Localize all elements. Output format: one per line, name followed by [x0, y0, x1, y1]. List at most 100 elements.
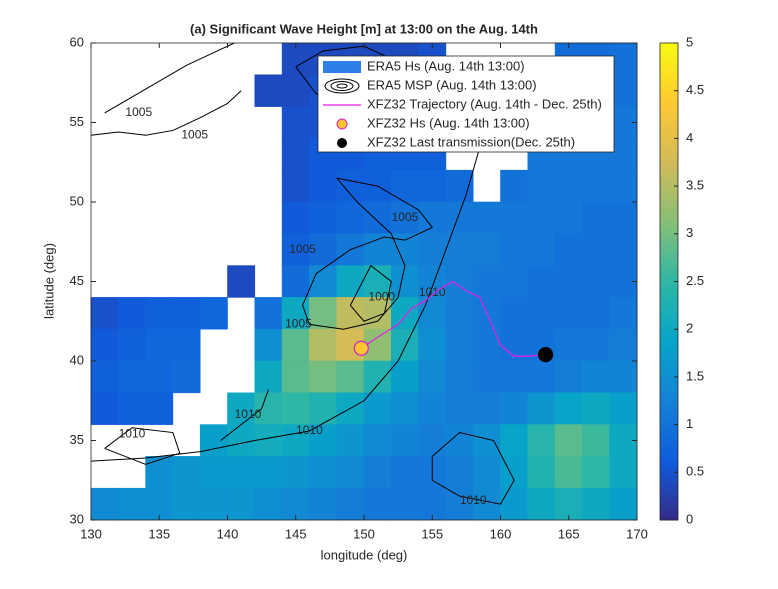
- colorbar-tick-label: 0: [686, 511, 693, 526]
- heatmap-cell: [309, 392, 337, 425]
- contour-line: [90, 90, 242, 136]
- colorbar-swatch: [660, 114, 678, 120]
- colorbar-swatch: [660, 182, 678, 187]
- colorbar-swatch: [660, 150, 678, 155]
- heatmap-cell: [527, 233, 556, 266]
- contour-line: [431, 432, 515, 505]
- heatmap-cell: [281, 424, 310, 457]
- contour-label: 1000: [368, 290, 395, 304]
- heatmap-cell: [582, 360, 611, 394]
- heatmap-cell: [554, 456, 583, 489]
- colorbar-swatch: [660, 130, 678, 135]
- colorbar-swatch: [660, 484, 678, 489]
- heatmap-cell: [445, 328, 474, 362]
- heatmap-cell: [418, 424, 447, 457]
- colorbar-swatch: [660, 392, 678, 398]
- colorbar-swatch: [660, 341, 678, 346]
- colorbar-swatch: [660, 241, 678, 247]
- heatmap-cell: [527, 360, 556, 394]
- y-tick-label: 55: [70, 114, 84, 129]
- colorbar-swatch: [660, 508, 678, 513]
- heatmap-cell: [500, 360, 529, 394]
- heatmap-cell: [309, 169, 337, 203]
- heatmap-cell: [336, 297, 365, 330]
- heatmap-cell: [418, 233, 447, 266]
- heatmap-cell: [390, 424, 419, 457]
- heatmap-cell: [363, 233, 392, 266]
- heatmap-cell: [281, 297, 310, 330]
- colorbar-swatch: [660, 58, 678, 64]
- heatmap-cell: [554, 360, 583, 394]
- colorbar-swatch: [660, 364, 678, 370]
- heatmap-cell: [472, 360, 501, 394]
- heatmap-cell: [582, 233, 611, 266]
- colorbar-swatch: [660, 142, 678, 147]
- heatmap-cell: [582, 328, 611, 362]
- y-tick-label: 40: [70, 352, 84, 367]
- colorbar-swatch: [660, 265, 678, 271]
- y-tick-label: 60: [70, 34, 84, 49]
- colorbar-swatch: [660, 94, 678, 100]
- heatmap-cell: [309, 360, 337, 394]
- colorbar-swatch: [660, 476, 678, 481]
- heatmap-cell: [254, 328, 283, 362]
- colorbar-swatch: [660, 70, 678, 76]
- heatmap-cell: [582, 424, 611, 457]
- heatmap-cell: [582, 297, 611, 330]
- heatmap-cell: [336, 201, 365, 235]
- colorbar-swatch: [660, 43, 678, 48]
- colorbar-swatch: [660, 126, 678, 131]
- colorbar-swatch: [660, 329, 678, 334]
- colorbar-swatch: [660, 277, 678, 282]
- contour-line: [220, 389, 269, 441]
- contour-line: [349, 264, 392, 322]
- colorbar-swatch: [660, 110, 678, 116]
- heatmap-cell: [390, 360, 419, 394]
- contour-line: [104, 42, 235, 114]
- heatmap-cell: [363, 201, 392, 235]
- heatmap-cell: [554, 233, 583, 266]
- heatmap-cell: [445, 392, 474, 425]
- colorbar-swatch: [660, 448, 678, 453]
- heatmap-cell: [472, 424, 501, 457]
- heatmap-cell: [500, 169, 529, 203]
- colorbar-swatch: [660, 472, 678, 477]
- heatmap-cell: [145, 392, 174, 425]
- heatmap-cell: [500, 487, 529, 521]
- colorbar-swatch: [660, 205, 678, 211]
- heatmap-cell: [118, 328, 146, 362]
- colorbar-swatch: [660, 190, 678, 195]
- heatmap-cell: [90, 360, 119, 394]
- colorbar-swatch: [660, 221, 678, 227]
- colorbar-swatch: [660, 122, 678, 127]
- colorbar-swatch: [660, 46, 678, 52]
- colorbar-swatch: [660, 213, 678, 219]
- heatmap-cell: [554, 424, 583, 457]
- colorbar-swatch: [660, 253, 678, 259]
- colorbar-swatch: [660, 86, 678, 92]
- colorbar-swatch: [660, 237, 678, 243]
- colorbar-swatch: [660, 178, 678, 183]
- x-tick-label: 160: [490, 526, 512, 541]
- colorbar-swatch: [660, 412, 678, 418]
- heatmap-cell: [254, 297, 283, 330]
- heatmap-cell: [609, 487, 638, 521]
- colorbar-swatch: [660, 388, 678, 394]
- x-tick-label: 130: [80, 526, 102, 541]
- heatmap-cell: [281, 392, 310, 425]
- legend-swatch: [324, 78, 360, 94]
- colorbar-swatch: [660, 269, 678, 275]
- heatmap-cell: [336, 169, 365, 203]
- y-axis-label: latitude (deg): [41, 243, 56, 319]
- colorbar-tick-label: 0.5: [686, 464, 704, 479]
- heatmap-cell: [418, 328, 447, 362]
- heatmap-cell: [472, 456, 501, 489]
- heatmap-cell: [418, 360, 447, 394]
- colorbar-tick-label: 1.5: [686, 368, 704, 383]
- heatmap-cell: [554, 328, 583, 362]
- colorbar-swatch: [660, 293, 678, 298]
- colorbar-swatch: [660, 384, 678, 390]
- heatmap-cell: [390, 456, 419, 489]
- legend-swatch: [336, 83, 348, 89]
